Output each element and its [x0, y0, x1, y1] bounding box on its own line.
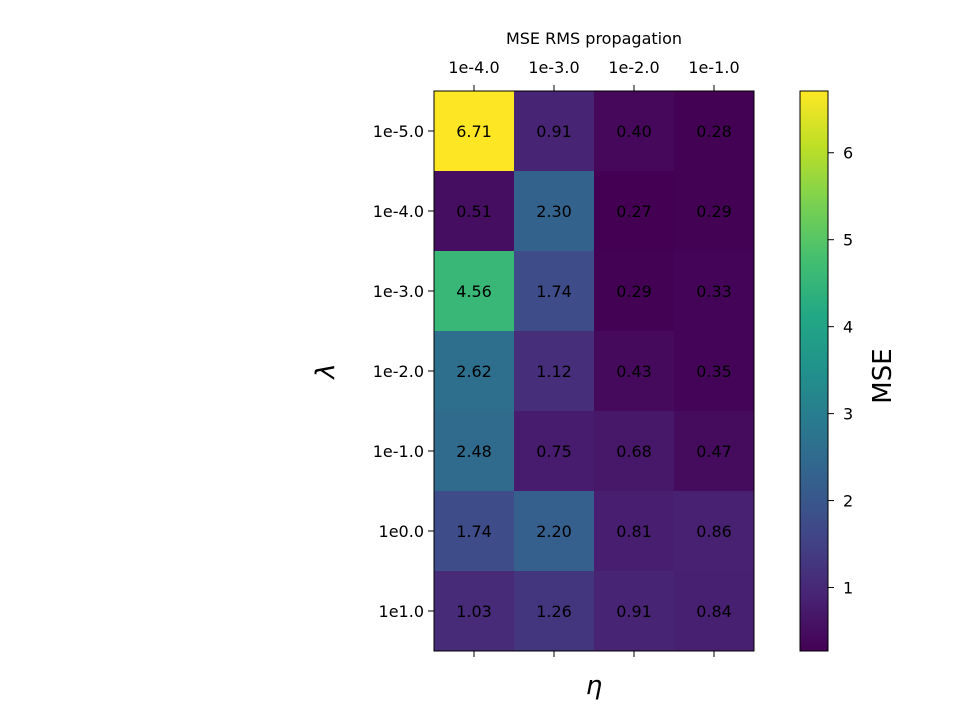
cell-value-label: 2.20 — [536, 522, 572, 541]
cell-value-label: 1.74 — [456, 522, 492, 541]
cell-value-label: 0.91 — [536, 122, 572, 141]
heatmap-cell — [674, 251, 755, 332]
cell-value-label: 0.35 — [696, 362, 732, 381]
x-axis-label: η — [586, 671, 602, 701]
heatmap-cell — [514, 491, 595, 572]
cell-value-label: 0.47 — [696, 442, 732, 461]
heatmap-cell — [514, 571, 595, 652]
cell-value-labels: 6.71 0.91 0.40 0.28 0.51 2.30 0.27 0.29 4.56 1.74… — [456, 122, 732, 621]
cell-value-label: 2.48 — [456, 442, 492, 461]
colorbar-tick-label: 6 — [843, 144, 853, 163]
y-axis-label: λ — [311, 363, 341, 380]
cell-value-label: 0.28 — [696, 122, 732, 141]
heatmap-cell — [674, 491, 755, 572]
cell-value-label: 0.29 — [696, 202, 732, 221]
colorbar-tick-label: 5 — [843, 231, 853, 250]
heatmap-cell — [434, 171, 515, 252]
heatmap-cell — [514, 411, 595, 492]
cell-value-label: 0.40 — [616, 122, 652, 141]
heatmap-cell — [434, 91, 515, 172]
heatmap-cell — [594, 251, 675, 332]
cell-value-label: 0.91 — [616, 602, 652, 621]
heatmap-cell — [594, 91, 675, 172]
heatmap-cell — [594, 171, 675, 252]
heatmap-cell — [594, 491, 675, 572]
y-tick-label: 1e0.0 — [379, 522, 424, 541]
colorbar-label: MSE — [868, 348, 898, 403]
cell-value-label: 4.56 — [456, 282, 492, 301]
cell-value-label: 0.84 — [696, 602, 732, 621]
cell-value-label: 0.43 — [616, 362, 652, 381]
x-axis-ticks: 1e-4.0 1e-3.0 1e-2.0 1e-1.0 — [448, 58, 740, 657]
cell-value-label: 0.81 — [616, 522, 652, 541]
heatmap-cell — [594, 571, 675, 652]
heatmap-cell — [514, 251, 595, 332]
heatmap-cell — [434, 411, 515, 492]
heatmap-cell — [674, 331, 755, 412]
x-tick-label: 1e-2.0 — [608, 58, 659, 77]
heatmap-cell — [434, 331, 515, 412]
heatmap-cell — [674, 411, 755, 492]
heatmap-cell — [674, 171, 755, 252]
cell-value-label: 1.26 — [536, 602, 572, 621]
heatmap-cell — [434, 571, 515, 652]
heatmap-cell — [434, 251, 515, 332]
y-tick-label: 1e1.0 — [379, 602, 424, 621]
heatmap-cell — [514, 331, 595, 412]
x-tick-label: 1e-3.0 — [528, 58, 579, 77]
colorbar-tick-label: 4 — [843, 318, 853, 337]
cell-value-label: 0.75 — [536, 442, 572, 461]
y-tick-label: 1e-1.0 — [373, 442, 424, 461]
colorbar-tick-label: 1 — [843, 579, 853, 598]
cell-value-label: 0.86 — [696, 522, 732, 541]
cell-value-label: 6.71 — [456, 122, 492, 141]
y-tick-label: 1e-2.0 — [373, 362, 424, 381]
cell-value-label: 0.68 — [616, 442, 652, 461]
heatmap-cell — [514, 91, 595, 172]
cell-value-label: 0.51 — [456, 202, 492, 221]
cell-value-label: 1.03 — [456, 602, 492, 621]
cell-value-label: 1.12 — [536, 362, 572, 381]
heatmap-cells — [434, 91, 755, 652]
cell-value-label: 0.27 — [616, 202, 652, 221]
y-tick-label: 1e-5.0 — [373, 122, 424, 141]
heatmap-cell — [594, 411, 675, 492]
y-tick-label: 1e-3.0 — [373, 282, 424, 301]
heatmap-cell — [434, 491, 515, 572]
y-axis-ticks: 1e-5.0 1e-4.0 1e-3.0 1e-2.0 1e-1.0 1e0.0 1e1.0 — [373, 122, 434, 621]
y-tick-label: 1e-4.0 — [373, 202, 424, 221]
heatmap-cell — [514, 171, 595, 252]
colorbar-tick-label: 2 — [843, 492, 853, 511]
cell-value-label: 0.33 — [696, 282, 732, 301]
cell-value-label: 0.29 — [616, 282, 652, 301]
colorbar-ticks: 1 2 3 4 5 6 — [828, 144, 853, 598]
cell-value-label: 2.30 — [536, 202, 572, 221]
cell-value-label: 2.62 — [456, 362, 492, 381]
colorbar-tick-label: 3 — [843, 405, 853, 424]
x-tick-label: 1e-1.0 — [688, 58, 739, 77]
heatmap-cell — [674, 571, 755, 652]
x-tick-label: 1e-4.0 — [448, 58, 499, 77]
colorbar — [799, 90, 829, 652]
heatmap-cell — [674, 91, 755, 172]
cell-value-label: 1.74 — [536, 282, 572, 301]
heatmap-cell — [594, 331, 675, 412]
chart-title: MSE RMS propagation — [506, 29, 682, 48]
